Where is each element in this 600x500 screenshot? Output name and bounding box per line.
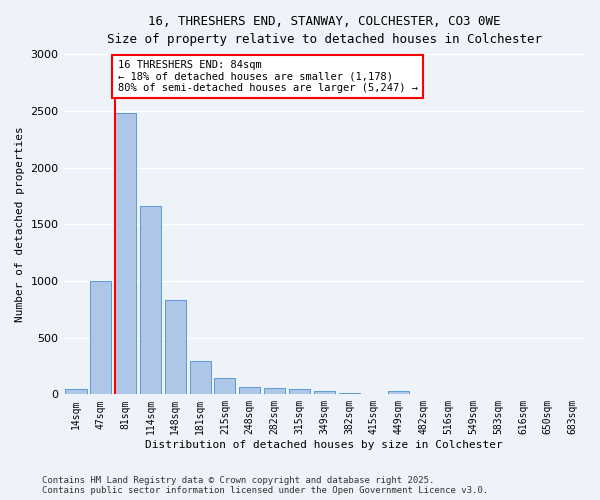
X-axis label: Distribution of detached houses by size in Colchester: Distribution of detached houses by size … [145, 440, 503, 450]
Bar [115, 113, 136, 394]
Y-axis label: Number of detached properties: Number of detached properties [15, 126, 25, 322]
Text: Contains HM Land Registry data © Crown copyright and database right 2025.
Contai: Contains HM Land Registry data © Crown c… [42, 476, 488, 495]
Bar [338, 393, 359, 394]
Bar [388, 391, 409, 394]
Bar [239, 387, 260, 394]
Bar [264, 388, 285, 394]
Bar [65, 388, 86, 394]
Text: 16 THRESHERS END: 84sqm
← 18% of detached houses are smaller (1,178)
80% of semi: 16 THRESHERS END: 84sqm ← 18% of detache… [118, 60, 418, 93]
Bar [165, 300, 186, 394]
Bar [214, 378, 235, 394]
Bar [289, 389, 310, 394]
Bar [190, 361, 211, 394]
Bar [140, 206, 161, 394]
Title: 16, THRESHERS END, STANWAY, COLCHESTER, CO3 0WE
Size of property relative to det: 16, THRESHERS END, STANWAY, COLCHESTER, … [107, 15, 542, 46]
Bar [314, 391, 335, 394]
Bar [90, 281, 112, 394]
